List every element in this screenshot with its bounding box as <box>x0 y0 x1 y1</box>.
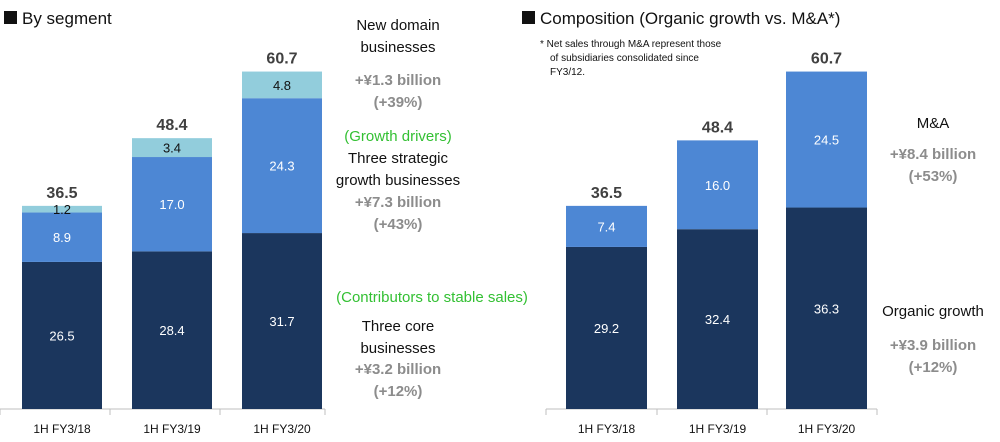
bar-value-label: 4.8 <box>273 78 291 93</box>
bar-value-label: 36.3 <box>814 301 839 316</box>
core-line2: businesses <box>360 340 435 357</box>
bar-segment <box>22 261 102 409</box>
bar-segment <box>566 205 647 247</box>
bar-total-label: 36.5 <box>591 185 622 202</box>
bar-value-label: 7.4 <box>597 219 615 234</box>
bar-segment <box>242 98 322 234</box>
bar-total-label: 36.5 <box>46 185 77 202</box>
bar-value-label: 8.9 <box>53 230 71 245</box>
title-square-icon <box>4 11 17 24</box>
ma-pct: (+53%) <box>909 168 958 185</box>
bar-segment <box>786 207 867 409</box>
bar-value-label: 24.5 <box>814 133 839 148</box>
bar-segment <box>677 140 758 230</box>
footnote-line-2: of subsidiaries consolidated since <box>550 53 699 64</box>
growth-drivers-growth: +¥7.3 billion <box>355 194 441 211</box>
growth-drivers-line1: Three strategic <box>348 150 449 167</box>
bar-segment <box>242 233 322 409</box>
new-domain-line1: New domain <box>356 17 439 34</box>
bar-value-label: 17.0 <box>159 197 184 212</box>
bar-segment <box>566 246 647 409</box>
bar-segment <box>242 71 322 99</box>
new-domain-growth: +¥1.3 billion <box>355 72 441 89</box>
bar-segment <box>132 157 212 252</box>
bar-segment <box>132 251 212 409</box>
bar-segment <box>22 212 102 262</box>
left-stacked-bar-plot: 26.5 8.9 1.236.5 1H FY3/18 28.4 17.0 3.4 48.4 1H… <box>0 51 326 436</box>
bar-value-label: 3.4 <box>163 141 181 156</box>
right-stacked-bar-plot: 29.2 7.4 36.5 1H FY3/18 32.4 16.0 48.4 1H FY3/1… <box>545 51 878 436</box>
core-growth: +¥3.2 billion <box>355 361 441 378</box>
bar-value-label: 16.0 <box>705 178 730 193</box>
organic-pct: (+12%) <box>909 359 958 376</box>
bar-segment <box>786 71 867 208</box>
x-tick-label: 1H FY3/18 <box>578 422 636 436</box>
bar-value-label: 28.4 <box>159 323 184 338</box>
core-pct: (+12%) <box>374 383 423 400</box>
organic-growth: +¥3.9 billion <box>890 337 976 354</box>
new-domain-pct: (+39%) <box>374 94 423 111</box>
ma-label: M&A <box>917 115 950 132</box>
x-tick-label: 1H FY3/19 <box>143 422 201 436</box>
core-tag: (Contributors to stable sales) <box>336 289 528 306</box>
bar-total-label: 48.4 <box>702 119 733 136</box>
bar-value-label: 24.3 <box>269 159 294 174</box>
bar-value-label: 1.2 <box>53 202 71 217</box>
title-square-icon <box>522 11 535 24</box>
bar-total-label: 60.7 <box>266 51 297 68</box>
left-chart-title: By segment <box>22 9 112 28</box>
core-annotation: (Contributors to stable sales) Three cor… <box>336 289 528 400</box>
bar-value-label: 26.5 <box>49 328 74 343</box>
organic-annotation: Organic growth +¥3.9 billion (+12%) <box>882 303 984 376</box>
x-tick-label: 1H FY3/19 <box>689 422 747 436</box>
growth-drivers-line2: growth businesses <box>336 172 460 189</box>
bar-segment <box>677 229 758 409</box>
x-tick-label: 1H FY3/18 <box>33 422 91 436</box>
core-line1: Three core <box>362 318 435 335</box>
bar-segment <box>132 138 212 158</box>
x-tick-label: 1H FY3/20 <box>253 422 311 436</box>
bar-segment <box>22 205 102 213</box>
bar-value-label: 32.4 <box>705 312 730 327</box>
bar-value-label: 29.2 <box>594 321 619 336</box>
bar-value-label: 31.7 <box>269 314 294 329</box>
ma-annotation: M&A +¥8.4 billion (+53%) <box>890 115 976 185</box>
growth-drivers-annotation: (Growth drivers) Three strategic growth … <box>336 128 460 233</box>
bar-total-label: 60.7 <box>811 51 842 68</box>
footnote-line-3: FY3/12. <box>550 67 585 78</box>
ma-growth: +¥8.4 billion <box>890 146 976 163</box>
growth-drivers-tag: (Growth drivers) <box>344 128 452 145</box>
new-domain-annotation: New domain businesses +¥1.3 billion (+39… <box>355 17 441 111</box>
growth-drivers-pct: (+43%) <box>374 216 423 233</box>
new-domain-line2: businesses <box>360 39 435 56</box>
right-chart-title: Composition (Organic growth vs. M&A*) <box>540 9 840 28</box>
organic-label: Organic growth <box>882 303 984 320</box>
footnote-line-1: * Net sales through M&A represent those <box>540 39 722 50</box>
bar-total-label: 48.4 <box>156 117 187 134</box>
x-tick-label: 1H FY3/20 <box>798 422 856 436</box>
